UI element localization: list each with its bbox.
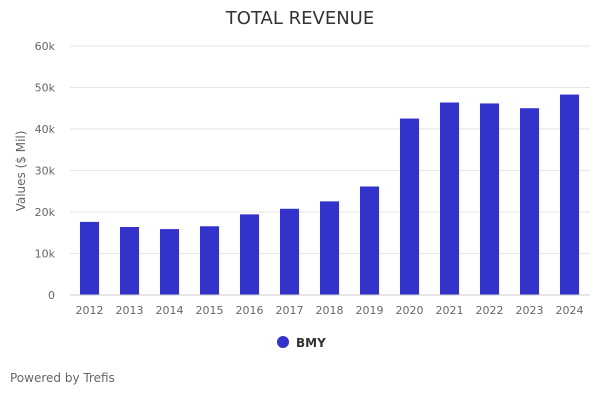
x-tick-label: 2016 xyxy=(236,304,264,317)
bar-2013[interactable] xyxy=(120,227,139,295)
bars xyxy=(80,94,579,296)
bar-2017[interactable] xyxy=(280,208,299,295)
gridlines xyxy=(70,45,590,254)
chart-title: TOTAL REVENUE xyxy=(225,8,374,29)
bar-2024[interactable] xyxy=(560,94,579,296)
y-tick-label: 20k xyxy=(35,206,56,219)
y-tick-label: 40k xyxy=(35,123,56,136)
bar-2022[interactable] xyxy=(480,103,499,295)
bar-2021[interactable] xyxy=(440,102,459,295)
y-axis-ticks: 0 10k 20k 30k 40k 50k 60k xyxy=(35,40,56,302)
y-axis-label: Values ($ Mil) xyxy=(14,131,28,212)
bar-2015[interactable] xyxy=(200,226,219,295)
y-tick-label: 0 xyxy=(48,289,55,302)
x-tick-label: 2022 xyxy=(476,304,504,317)
x-tick-label: 2023 xyxy=(516,304,544,317)
x-tick-label: 2015 xyxy=(196,304,224,317)
bar-2014[interactable] xyxy=(160,229,179,295)
x-tick-label: 2019 xyxy=(356,304,384,317)
legend-label-bmy[interactable]: BMY xyxy=(296,336,326,350)
bar-2012[interactable] xyxy=(80,221,99,295)
x-tick-label: 2013 xyxy=(116,304,144,317)
powered-by-trefis[interactable]: Powered by Trefis xyxy=(10,371,115,385)
x-tick-label: 2020 xyxy=(396,304,424,317)
bar-2018[interactable] xyxy=(320,201,339,295)
x-tick-label: 2018 xyxy=(316,304,344,317)
y-tick-label: 50k xyxy=(35,82,56,95)
x-tick-label: 2014 xyxy=(156,304,184,317)
legend-marker-bmy[interactable] xyxy=(277,336,289,348)
y-tick-label: 10k xyxy=(35,248,56,261)
x-tick-label: 2024 xyxy=(556,304,584,317)
x-tick-label: 2017 xyxy=(276,304,304,317)
bar-2019[interactable] xyxy=(360,186,379,295)
x-tick-label: 2021 xyxy=(436,304,464,317)
legend[interactable]: BMY xyxy=(277,336,326,350)
y-tick-label: 60k xyxy=(35,40,56,53)
x-tick-label: 2012 xyxy=(76,304,104,317)
bar-2016[interactable] xyxy=(240,214,259,295)
y-tick-label: 30k xyxy=(35,165,56,178)
x-axis-ticks: 2012 2013 2014 2015 2016 2017 2018 2019 2020 2021… xyxy=(76,304,584,317)
bar-2023[interactable] xyxy=(520,108,539,295)
bar-2020[interactable] xyxy=(400,118,419,296)
